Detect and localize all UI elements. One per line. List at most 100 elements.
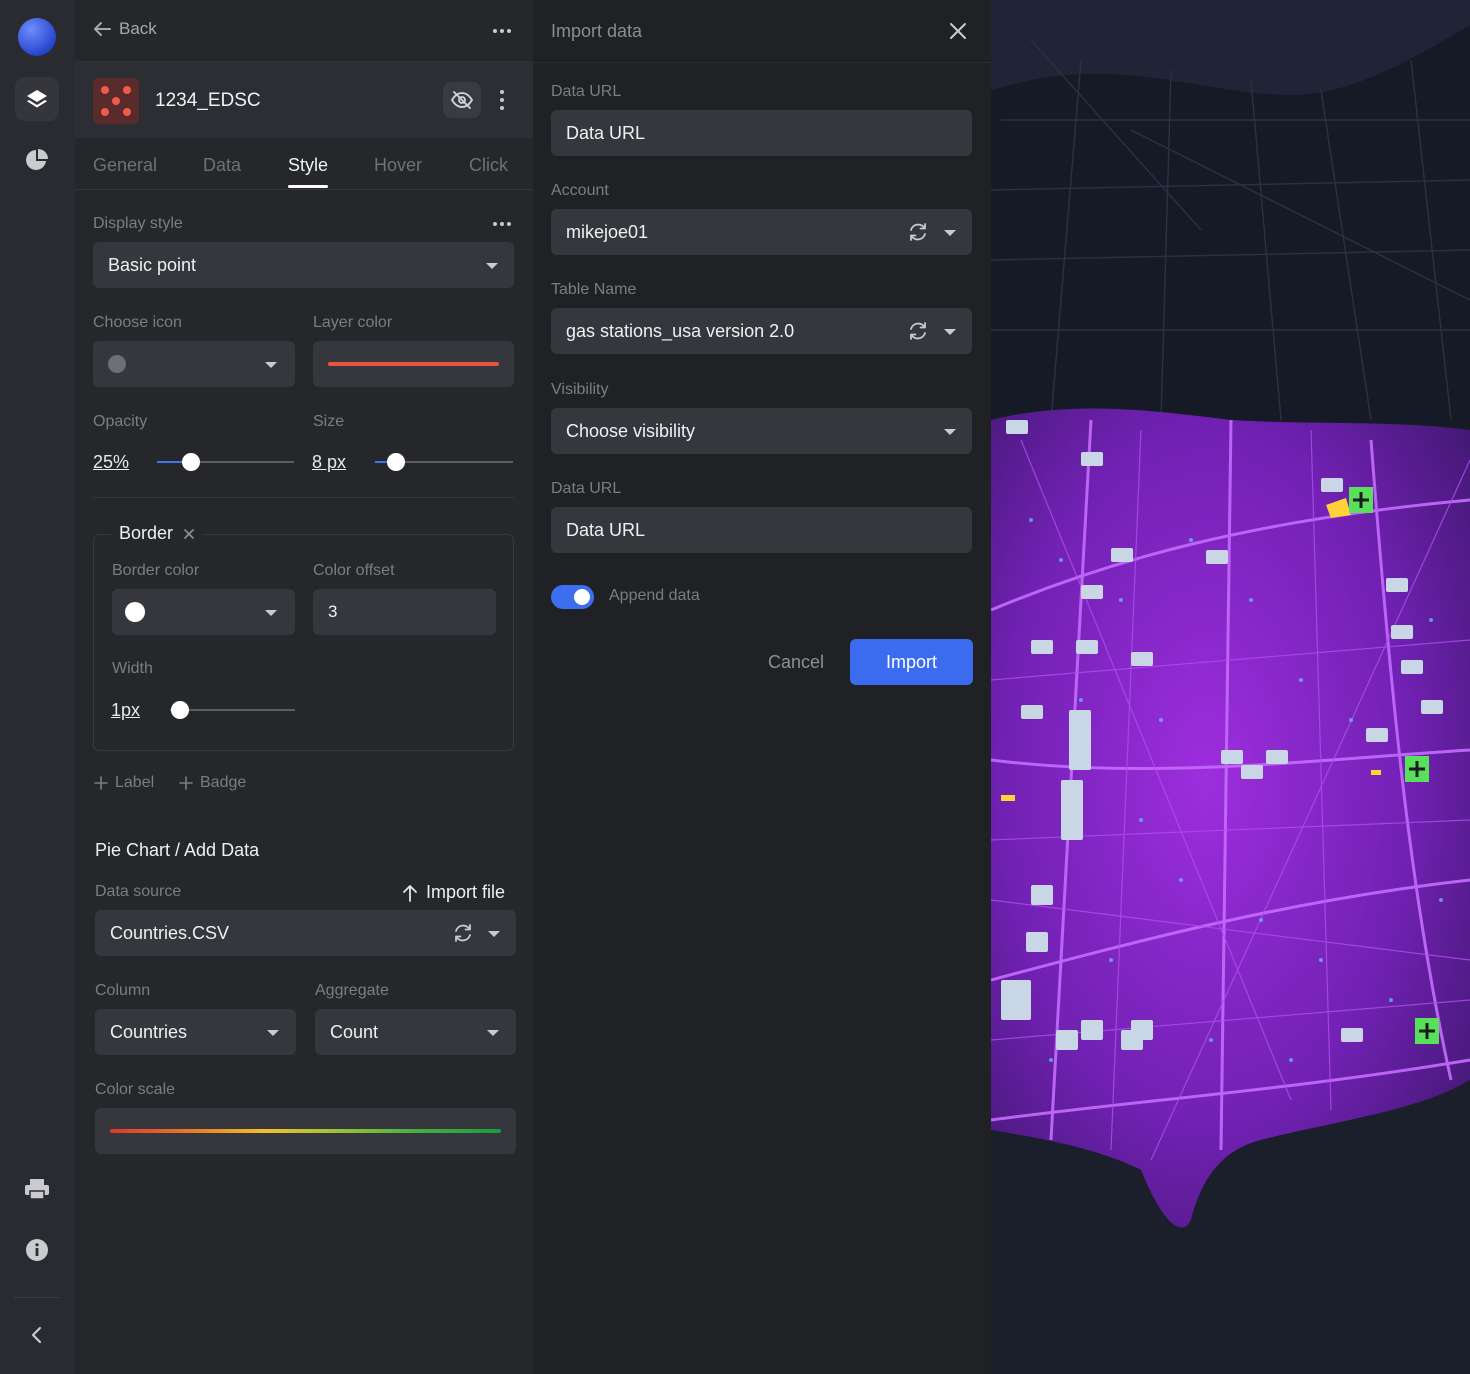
- more-options-icon[interactable]: [493, 29, 511, 33]
- back-button[interactable]: Back: [93, 19, 157, 39]
- width-slider[interactable]: [170, 709, 295, 711]
- opacity-value[interactable]: 25%: [93, 452, 130, 472]
- visibility-toggle-button[interactable]: [443, 82, 481, 118]
- color-offset-input[interactable]: 3: [313, 589, 496, 635]
- add-badge-text: Badge: [200, 774, 247, 791]
- layers-button[interactable]: [15, 77, 59, 121]
- border-title-text: Border: [119, 523, 174, 543]
- ambulance-markers[interactable]: [1001, 420, 1443, 1050]
- chevron-down-icon: [944, 230, 956, 236]
- opacity-slider-handle[interactable]: [182, 453, 200, 471]
- aggregate-select[interactable]: Count: [315, 1009, 516, 1055]
- toggle-knob: [574, 589, 590, 605]
- data-url-value: Data URL: [566, 123, 646, 143]
- hospital-markers[interactable]: [1349, 487, 1439, 1044]
- water-area: [991, 0, 1470, 95]
- data-url2-label: Data URL: [551, 480, 622, 497]
- refresh-icon[interactable]: [907, 320, 929, 342]
- chevron-down-icon: [944, 429, 956, 435]
- color-scale-gradient: [110, 1129, 501, 1133]
- visibility-select[interactable]: Choose visibility: [551, 408, 972, 454]
- data-url-label: Data URL: [551, 83, 622, 100]
- account-value: mikejoe01: [566, 222, 649, 242]
- print-button[interactable]: [15, 1167, 59, 1211]
- pie-chart-section-title: Pie Chart / Add Data: [95, 840, 260, 860]
- close-icon[interactable]: [947, 20, 969, 42]
- section-divider: [93, 497, 514, 498]
- rail-divider: [14, 1297, 60, 1298]
- tab-click[interactable]: Click: [469, 155, 508, 175]
- back-label: Back: [119, 19, 157, 38]
- aggregate-value: Count: [330, 1022, 379, 1042]
- layer-name: 1234_EDSC: [155, 90, 261, 111]
- column-select[interactable]: Countries: [95, 1009, 296, 1055]
- chevron-down-icon: [486, 263, 498, 269]
- size-label: Size: [313, 413, 345, 430]
- tab-data[interactable]: Data: [203, 155, 242, 175]
- size-value[interactable]: 8 px: [312, 452, 347, 472]
- import-file-label: Import file: [426, 882, 506, 902]
- column-label: Column: [95, 982, 151, 999]
- layer-menu-icon[interactable]: [500, 90, 504, 110]
- width-slider-handle[interactable]: [171, 701, 189, 719]
- import-data-panel: Import data Data URL Data URL Account mi…: [533, 0, 991, 1374]
- color-scale-picker[interactable]: [95, 1108, 516, 1154]
- arrow-left-icon: [94, 22, 111, 36]
- data-source-select[interactable]: Countries.CSV: [95, 910, 516, 956]
- opacity-slider[interactable]: [157, 461, 294, 463]
- layer-header: 1234_EDSC: [75, 62, 533, 138]
- data-url-input[interactable]: Data URL: [551, 110, 972, 156]
- data-url2-input[interactable]: Data URL: [551, 507, 972, 553]
- width-value[interactable]: 1px: [111, 700, 141, 720]
- chevron-down-icon: [944, 329, 956, 335]
- chevron-down-icon: [487, 1030, 499, 1036]
- account-select[interactable]: mikejoe01: [551, 209, 972, 255]
- color-scale-label: Color scale: [95, 1081, 176, 1098]
- layer-points-icon: [93, 78, 139, 124]
- info-button[interactable]: [15, 1228, 59, 1272]
- import-file-button[interactable]: Import file: [402, 882, 505, 903]
- tab-style[interactable]: Style: [288, 155, 329, 188]
- tab-general[interactable]: General: [93, 155, 158, 175]
- street-grid: [991, 39, 1470, 421]
- refresh-icon[interactable]: [452, 922, 474, 944]
- display-style-select[interactable]: Basic point: [93, 242, 514, 288]
- circle-icon: [108, 355, 126, 373]
- column-value: Countries: [110, 1022, 188, 1042]
- color-offset-value: 3: [328, 602, 338, 621]
- cancel-button[interactable]: Cancel: [751, 640, 841, 684]
- append-data-toggle[interactable]: [551, 585, 594, 609]
- aggregate-label: Aggregate: [315, 982, 389, 999]
- charts-button[interactable]: [15, 138, 59, 182]
- map-view[interactable]: [991, 0, 1470, 1374]
- data-source-value: Countries.CSV: [110, 923, 230, 943]
- data-source-label: Data source: [95, 883, 182, 900]
- layer-style-panel: Back 1234_EDSC General Data Style Hover …: [75, 0, 533, 1374]
- display-style-more-icon[interactable]: [493, 222, 511, 226]
- tab-hover[interactable]: Hover: [374, 155, 423, 175]
- choose-icon-select[interactable]: [93, 341, 295, 387]
- plus-icon: [94, 776, 108, 790]
- eye-off-icon: [451, 91, 473, 109]
- close-icon[interactable]: [183, 528, 195, 540]
- left-rail: [0, 0, 75, 1374]
- collapse-button[interactable]: [15, 1313, 59, 1357]
- add-label-text: Label: [115, 774, 155, 791]
- refresh-icon[interactable]: [907, 221, 929, 243]
- add-badge-button[interactable]: Badge: [179, 774, 246, 792]
- add-label-button[interactable]: Label: [94, 774, 154, 792]
- map-canvas[interactable]: [991, 0, 1470, 1374]
- chevron-left-icon: [31, 1326, 42, 1344]
- table-name-select[interactable]: gas stations_usa version 2.0: [551, 308, 972, 354]
- visibility-label: Visibility: [551, 381, 609, 398]
- border-color-select[interactable]: [112, 589, 295, 635]
- layer-color-picker[interactable]: [313, 341, 514, 387]
- size-slider-handle[interactable]: [387, 453, 405, 471]
- size-slider[interactable]: [375, 461, 513, 463]
- append-data-label: Append data: [609, 587, 700, 604]
- import-button[interactable]: Import: [850, 639, 973, 685]
- import-panel-divider: [533, 62, 991, 63]
- dark-terrain: [991, 1080, 1470, 1374]
- app-logo[interactable]: [15, 15, 59, 59]
- size-slider-fill: [375, 461, 396, 463]
